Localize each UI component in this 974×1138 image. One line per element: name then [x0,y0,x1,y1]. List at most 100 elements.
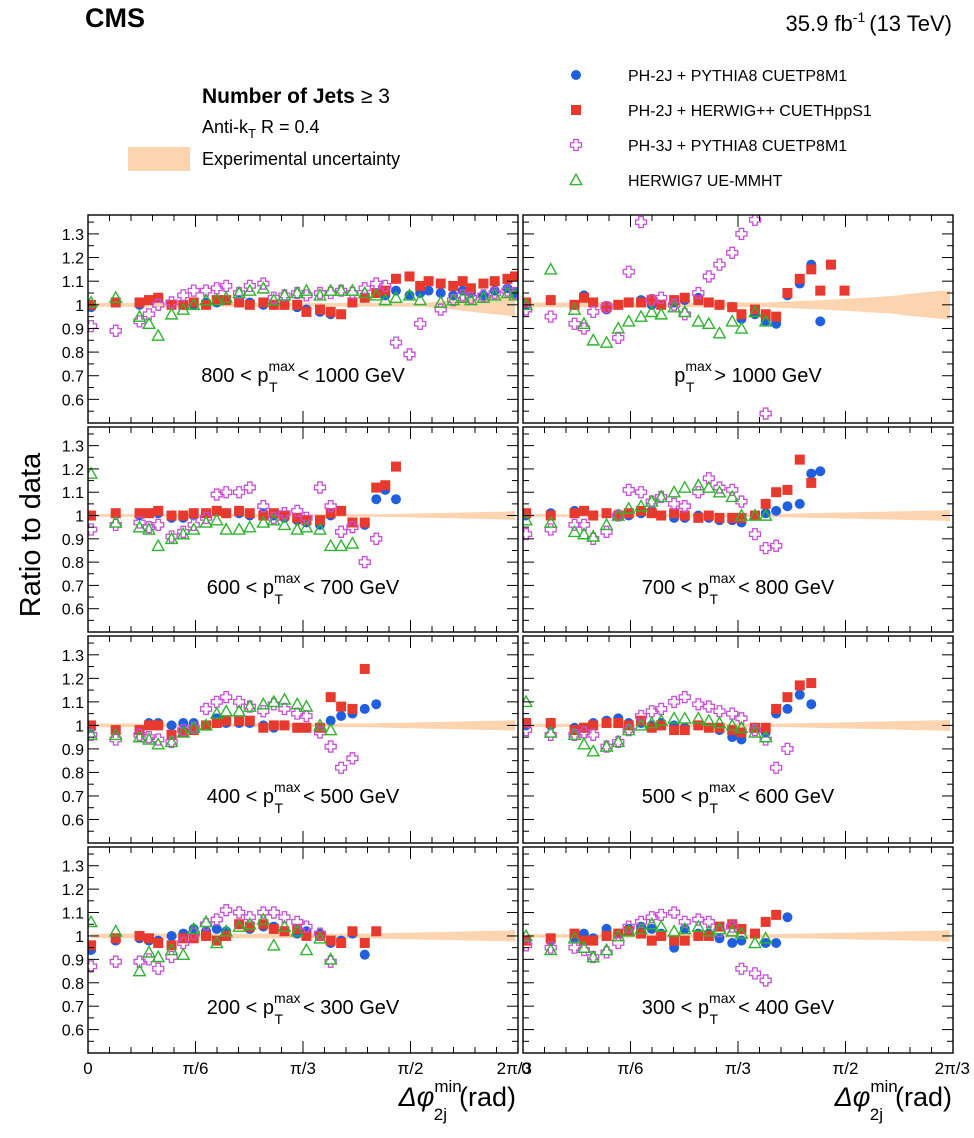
point-p2-s3-4 [151,538,166,552]
point-p1-s2-2 [568,317,581,330]
point-p0-s1-16 [292,299,303,310]
point-p1-s1-13 [693,295,704,306]
point-p4-s1-12 [244,715,255,726]
point-p6-s2-2 [133,955,146,968]
point-p7-s0-15 [714,933,725,944]
point-p5-s3-11 [667,711,682,724]
point-p3-s1-19 [760,498,771,509]
point-p3-s1-12 [679,510,690,521]
panel-label-2: 600 < pmax T < 700 GeV [207,570,400,607]
y-tick-label: 1.3 [62,648,84,665]
point-p4-s3-17 [299,699,314,712]
point-p3-s1-13 [693,512,704,523]
y-tick-label: 0.8 [62,765,84,782]
point-p0-s3-19 [323,283,338,296]
point-p4-s3-7 [186,720,201,734]
point-p4-s3-9 [209,706,224,719]
point-p0-s3-14 [266,292,281,306]
point-p7-s1-1 [545,933,556,944]
point-p6-s3-6 [176,947,191,960]
point-p4-s2-19 [324,740,337,753]
point-p4-s1-7 [188,725,199,736]
point-p2-s2-23 [370,532,383,545]
point-p7-s1-19 [760,916,771,927]
point-p1-s1-15 [714,299,725,310]
point-p1-s3-5 [599,335,614,348]
point-p1-s2-16 [726,246,739,259]
point-p5-s1-6 [613,718,624,729]
point-p4-s3-13 [256,697,271,710]
point-p5-s1-5 [601,718,612,729]
panels-group: 0.6 0.7 0.8 0.9 1 1.1 1.2 1.3 800 < pmax T < 1000 … [62,214,970,1078]
point-p0-s0-28 [423,285,434,296]
point-p4-s3-11 [232,704,247,717]
point-p6-s3-2 [132,963,147,977]
x-axis-label-left: Δφmin 2j(rad) [398,1077,516,1124]
point-p0-s1-5 [166,299,177,310]
point-p7-s2-19 [759,974,772,987]
point-p3-s1-16 [727,512,738,523]
point-p6-s3-14 [266,938,281,951]
point-p0-s3-17 [299,283,314,296]
point-p4-s1-17 [301,722,312,733]
point-p0-s2-9 [210,282,223,295]
point-p7-s3-8 [634,921,648,935]
point-p6-s3-0 [88,914,99,928]
point-p7-s3-10 [654,919,669,932]
point-p0-s2-26 [403,348,416,361]
x-tick-label: π/2 [833,1059,859,1078]
point-p0-s2-0 [88,319,98,333]
point-p1-s3-1 [543,262,558,275]
panel-4: 0.6 0.7 0.8 0.9 1 1.1 1.2 1.3 400 < pmax T < 500 G… [62,635,519,844]
point-p3-s2-12 [678,500,691,513]
y-tick-label: 1 [75,509,84,526]
x-tick-label: π/3 [290,1059,316,1078]
point-p4-s0-19 [325,715,336,726]
point-p1-s1-5 [601,302,612,313]
point-p3-s3-1 [543,515,558,528]
point-p1-s1-0 [523,297,532,308]
point-p6-s3-12 [242,917,257,930]
point-p4-s1-11 [234,715,245,726]
point-p2-s1-15 [279,510,290,521]
point-p2-s2-5 [165,530,178,543]
point-p5-s3-19 [758,729,773,743]
point-p0-s3-27 [413,292,428,306]
point-p0-s3-7 [186,297,201,311]
point-p0-s3-33 [476,290,491,304]
point-p1-s2-0 [523,303,533,316]
point-p0-s2-4 [152,298,165,311]
point-p7-s0-21 [782,912,793,923]
point-p7-s1-13 [693,930,704,941]
y-tick-label: 0.7 [62,789,84,806]
y-tick-label: 1.2 [62,671,84,688]
point-p1-s2-4 [587,305,600,319]
point-p3-s3-13 [691,478,706,491]
point-p1-s1-18 [749,304,760,315]
point-p0-s1-15 [279,299,290,310]
point-p3-s1-23 [806,477,817,488]
y-tick-label: 0.6 [62,392,84,409]
point-p6-s3-4 [151,949,166,963]
point-p1-s2-5 [600,301,613,314]
point-p2-s2-11 [232,486,246,499]
y-tick-label: 0.7 [62,999,84,1016]
point-p0-s0-29 [435,288,446,298]
point-p2-s3-13 [256,515,271,528]
point-p2-s1-24 [380,480,391,491]
point-p4-s3-2 [132,729,147,743]
y-tick-label: 1.1 [62,485,84,502]
point-p2-s1-21 [347,517,358,528]
point-p0-s2-25 [389,336,403,349]
point-p5-s2-21 [781,742,794,756]
point-p2-s3-17 [299,519,314,533]
point-p0-s3-18 [313,288,327,301]
point-p1-s2-9 [645,293,658,307]
point-p3-s1-3 [578,505,589,516]
point-p7-s1-20 [771,909,782,920]
point-p2-s1-7 [188,508,199,519]
point-p0-s3-1 [108,290,123,304]
point-p6-s1-21 [347,926,358,937]
point-p2-s3-12 [242,519,257,533]
point-p3-s1-10 [656,510,667,521]
